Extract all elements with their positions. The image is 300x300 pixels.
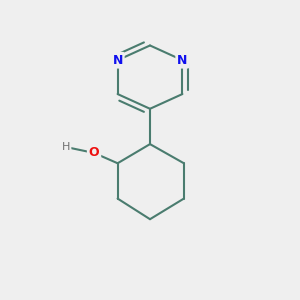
Text: N: N (177, 54, 188, 67)
Text: N: N (112, 54, 123, 67)
Text: O: O (89, 146, 99, 159)
Text: H: H (62, 142, 70, 152)
